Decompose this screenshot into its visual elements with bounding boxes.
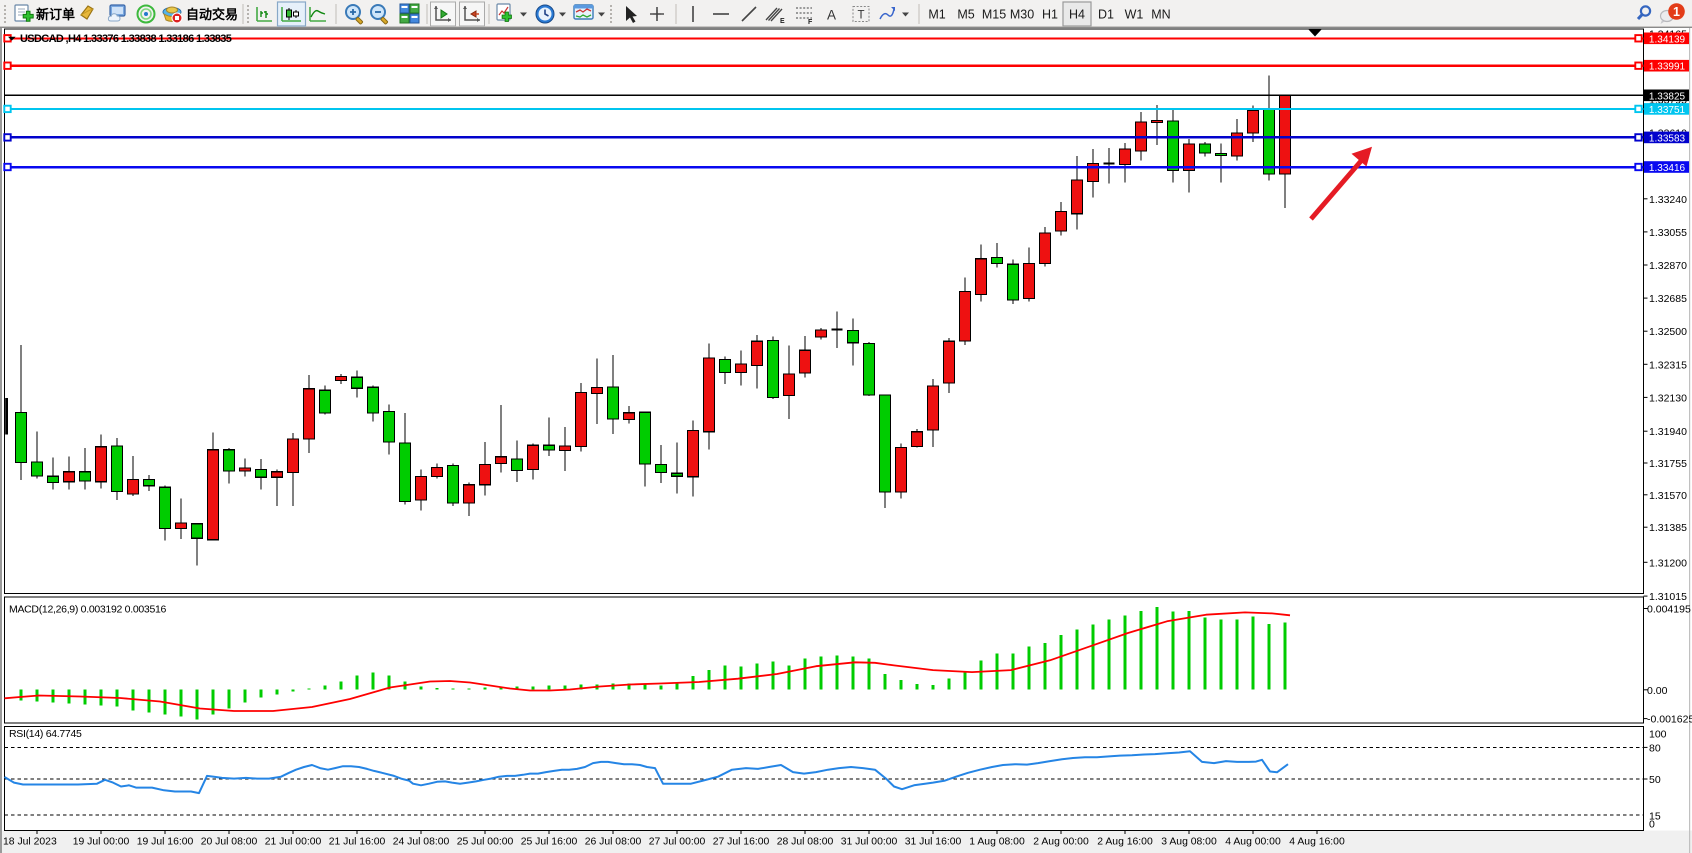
svg-text:1.31940: 1.31940 [1649,426,1687,438]
svg-text:1.31570: 1.31570 [1649,490,1687,502]
svg-text:M30: M30 [1010,8,1034,22]
svg-text:新订单: 新订单 [36,7,75,22]
svg-text:1.33240: 1.33240 [1649,194,1687,206]
svg-text:1.33825: 1.33825 [1649,91,1686,102]
svg-text:15: 15 [1649,810,1661,822]
svg-text:E: E [780,18,785,25]
svg-text:80: 80 [1649,742,1661,754]
svg-text:1.33751: 1.33751 [1649,105,1686,116]
svg-text:0.004195: 0.004195 [1647,604,1691,616]
svg-text:2 Aug 00:00: 2 Aug 00:00 [1033,837,1089,848]
svg-text:自动交易: 自动交易 [186,7,238,22]
svg-text:1.33991: 1.33991 [1649,62,1686,73]
svg-text:27 Jul 00:00: 27 Jul 00:00 [649,837,706,848]
svg-text:A: A [827,8,836,23]
svg-text:1.31200: 1.31200 [1649,557,1687,569]
svg-text:1.34139: 1.34139 [1649,34,1686,45]
svg-text:27 Jul 16:00: 27 Jul 16:00 [713,837,770,848]
svg-text:0: 0 [1649,819,1655,831]
svg-text:1.32500: 1.32500 [1649,326,1687,338]
svg-text:1.33416: 1.33416 [1649,163,1686,174]
svg-text:25 Jul 00:00: 25 Jul 00:00 [457,837,514,848]
svg-text:1.32685: 1.32685 [1649,293,1687,305]
svg-text:T: T [858,10,865,22]
svg-text:1.32870: 1.32870 [1649,260,1687,272]
svg-text:H4: H4 [1069,8,1085,22]
svg-text:50: 50 [1649,774,1661,786]
svg-text:1.33583: 1.33583 [1649,133,1686,144]
svg-text:M5: M5 [957,8,974,22]
svg-text:31 Jul 16:00: 31 Jul 16:00 [905,837,962,848]
svg-text:28 Jul 08:00: 28 Jul 08:00 [777,837,834,848]
svg-text:0.00: 0.00 [1647,685,1668,697]
svg-text:USDCAD ,H4 1.33376 1.33838 1.: USDCAD ,H4 1.33376 1.33838 1.33186 1.338… [20,33,232,45]
svg-text:1.32315: 1.32315 [1649,359,1687,371]
svg-text:31 Jul 00:00: 31 Jul 00:00 [841,837,898,848]
svg-text:1 Aug 08:00: 1 Aug 08:00 [969,837,1025,848]
svg-text:1.33055: 1.33055 [1649,227,1687,239]
svg-text:19 Jul 00:00: 19 Jul 00:00 [73,837,130,848]
svg-text:1.32130: 1.32130 [1649,392,1687,404]
svg-text:21 Jul 16:00: 21 Jul 16:00 [329,837,386,848]
svg-text:4 Aug 16:00: 4 Aug 16:00 [1289,837,1345,848]
svg-text:19 Jul 16:00: 19 Jul 16:00 [137,837,194,848]
svg-text:21 Jul 00:00: 21 Jul 00:00 [265,837,322,848]
svg-text:1.31755: 1.31755 [1649,458,1687,470]
svg-text:26 Jul 08:00: 26 Jul 08:00 [585,837,642,848]
svg-text:M15: M15 [982,8,1006,22]
svg-text:MACD(12,26,9) 0.003192 0.00351: MACD(12,26,9) 0.003192 0.003516 [9,604,167,616]
svg-text:MN: MN [1151,8,1170,22]
svg-text:1: 1 [1673,5,1680,19]
svg-text:18 Jul 2023: 18 Jul 2023 [3,837,57,848]
svg-text:20 Jul 08:00: 20 Jul 08:00 [201,837,258,848]
svg-text:1.31015: 1.31015 [1649,591,1687,603]
svg-text:RSI(14) 64.7745: RSI(14) 64.7745 [9,728,82,740]
svg-text:2 Aug 16:00: 2 Aug 16:00 [1097,837,1153,848]
svg-text:D1: D1 [1098,8,1114,22]
svg-text:F: F [808,19,813,26]
svg-text:H1: H1 [1042,8,1058,22]
svg-text:1.31385: 1.31385 [1649,522,1687,534]
svg-text:4 Aug 00:00: 4 Aug 00:00 [1225,837,1281,848]
svg-text:24 Jul 08:00: 24 Jul 08:00 [393,837,450,848]
svg-text:M1: M1 [928,8,945,22]
svg-text:25 Jul 16:00: 25 Jul 16:00 [521,837,578,848]
svg-text:W1: W1 [1125,8,1144,22]
svg-text:-0.001625: -0.001625 [1647,714,1692,726]
svg-text:3 Aug 08:00: 3 Aug 08:00 [1161,837,1217,848]
svg-text:100: 100 [1649,729,1667,741]
